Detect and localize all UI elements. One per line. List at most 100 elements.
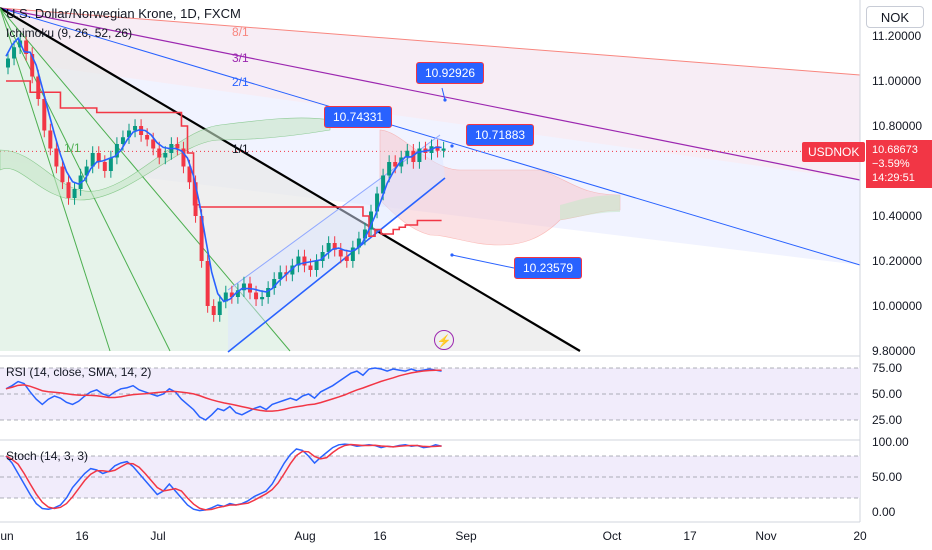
candle bbox=[381, 175, 386, 194]
gann-line-2-1 bbox=[0, 7, 861, 266]
candle bbox=[338, 249, 343, 257]
gann-label-1-1-b: 1/1 bbox=[64, 141, 81, 155]
kijun-line bbox=[6, 80, 442, 238]
gann-label-8-1: 8/1 bbox=[232, 25, 249, 39]
candle bbox=[120, 137, 125, 144]
candle bbox=[60, 166, 65, 183]
price-axis-tick: 9.80000 bbox=[872, 344, 916, 358]
trend-line bbox=[0, 7, 581, 352]
bar-countdown: 14:29:51 bbox=[872, 172, 915, 184]
candle bbox=[114, 144, 119, 158]
callout-point-3 bbox=[450, 144, 454, 148]
stoch-label[interactable]: Stoch (14, 3, 3) bbox=[6, 449, 89, 463]
candle bbox=[96, 153, 101, 162]
time-axis-tick: Aug bbox=[294, 529, 315, 543]
candle bbox=[308, 265, 313, 270]
stoch-d-line bbox=[5, 443, 442, 511]
callout-point-1 bbox=[443, 98, 447, 102]
currency-selector[interactable]: NOK bbox=[866, 6, 924, 28]
rsi-axis-tick: 50.00 bbox=[872, 387, 902, 401]
candle bbox=[36, 76, 41, 99]
candle bbox=[393, 162, 398, 167]
candle bbox=[108, 157, 113, 171]
candle bbox=[278, 272, 283, 279]
gann-line-8-1 bbox=[0, 7, 861, 76]
candle bbox=[151, 139, 156, 149]
ichimoku-label[interactable]: Ichimoku (9, 26, 52, 26) bbox=[6, 26, 133, 40]
price-callout-4[interactable]: 10.23579 bbox=[514, 257, 583, 279]
candle bbox=[405, 150, 410, 158]
candle bbox=[350, 247, 355, 261]
price-callout-3[interactable]: 10.71883 bbox=[466, 124, 535, 146]
candle bbox=[441, 148, 446, 151]
price-axis-tick: 10.40000 bbox=[872, 209, 922, 223]
candle bbox=[193, 182, 198, 216]
callout-leader-4 bbox=[451, 254, 515, 269]
candle bbox=[181, 148, 186, 167]
candle bbox=[187, 166, 192, 183]
rsi-line bbox=[5, 367, 442, 421]
stoch-axis-tick: 0.00 bbox=[872, 505, 896, 519]
candle bbox=[145, 135, 150, 140]
candle bbox=[326, 243, 331, 252]
candle bbox=[30, 54, 35, 77]
rsi-label[interactable]: RSI (14, close, SMA, 14, 2) bbox=[6, 365, 152, 379]
time-axis-tick: 16 bbox=[75, 529, 89, 543]
callout-point-4 bbox=[450, 253, 454, 257]
candle bbox=[296, 256, 301, 266]
time-axis-tick: 17 bbox=[683, 529, 697, 543]
candle bbox=[302, 256, 307, 266]
candle bbox=[290, 265, 295, 275]
flash-icon[interactable]: ⚡ bbox=[434, 330, 454, 350]
candle bbox=[272, 279, 277, 288]
stoch-axis-tick: 100.00 bbox=[872, 435, 909, 449]
candle bbox=[72, 189, 77, 198]
candle bbox=[387, 162, 392, 176]
candle bbox=[435, 146, 440, 151]
candle bbox=[163, 153, 168, 158]
candle bbox=[6, 58, 10, 68]
candle bbox=[48, 130, 53, 149]
candle bbox=[12, 47, 17, 59]
time-axis-tick: 16 bbox=[373, 529, 387, 543]
time-axis-tick: Oct bbox=[603, 529, 622, 543]
time-axis-tick: 20 bbox=[853, 529, 867, 543]
candle bbox=[254, 292, 259, 300]
price-callout-1[interactable]: 10.92926 bbox=[416, 62, 485, 84]
candle bbox=[362, 229, 367, 239]
candle bbox=[84, 166, 89, 176]
price-callout-2[interactable]: 10.74331 bbox=[324, 106, 393, 128]
candle bbox=[90, 153, 95, 167]
candle bbox=[54, 148, 59, 167]
candle bbox=[266, 288, 271, 297]
rsi-ma-line bbox=[5, 369, 442, 412]
chart-title: U.S. Dollar/Norwegian Krone, 1D, FXCM bbox=[6, 6, 241, 21]
candle bbox=[241, 283, 246, 291]
price-axis-tick: 10.80000 bbox=[872, 119, 922, 133]
ichimoku-cloud-future-green bbox=[560, 195, 620, 220]
candle bbox=[205, 261, 210, 306]
rsi-axis-tick: 75.00 bbox=[872, 361, 902, 375]
candle bbox=[157, 148, 162, 158]
candle bbox=[235, 290, 240, 297]
gann-label-3-1: 3/1 bbox=[232, 51, 249, 65]
price-axis-tick: 11.20000 bbox=[872, 29, 921, 43]
time-axis-tick: Jul bbox=[150, 529, 165, 543]
price-change: −3.59% bbox=[872, 158, 910, 170]
candle bbox=[211, 306, 216, 315]
candle bbox=[42, 99, 47, 131]
candle bbox=[260, 297, 265, 300]
gann-label-2-1: 2/1 bbox=[232, 75, 249, 89]
price-axis-tick: 10.00000 bbox=[872, 299, 922, 313]
stoch-axis-tick: 50.00 bbox=[872, 470, 902, 484]
callout-leader-1 bbox=[441, 87, 446, 101]
candle bbox=[356, 238, 361, 248]
candle bbox=[369, 211, 373, 230]
tenkan-line bbox=[5, 36, 442, 303]
channel-lower bbox=[227, 177, 446, 353]
gann-label-1-1: 1/1 bbox=[232, 142, 249, 156]
candle bbox=[344, 256, 349, 261]
candle bbox=[314, 261, 319, 270]
time-axis-tick: Nov bbox=[755, 529, 776, 543]
